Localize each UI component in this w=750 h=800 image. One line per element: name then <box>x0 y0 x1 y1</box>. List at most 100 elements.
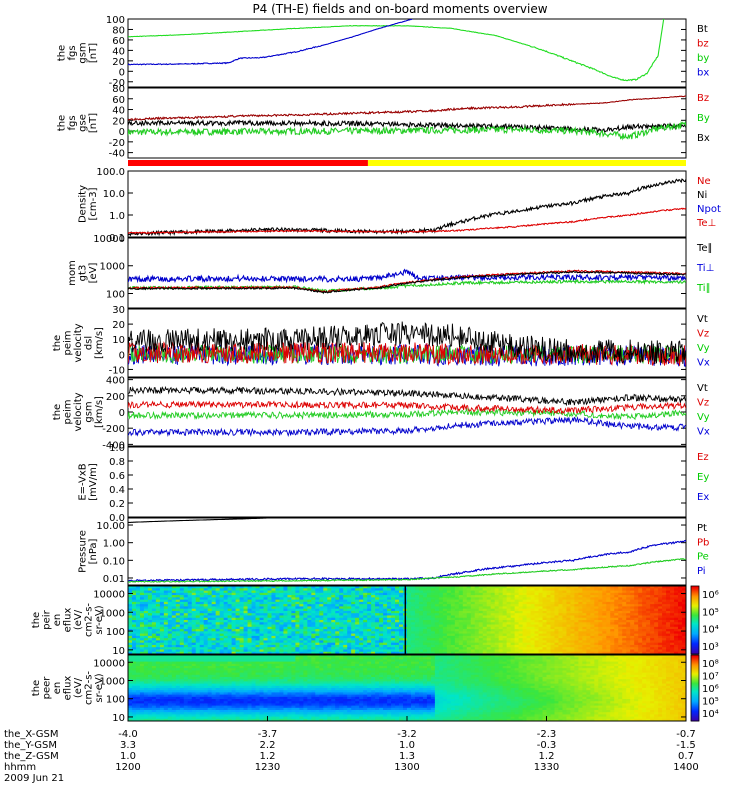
x-row-value: 1330 <box>534 762 559 773</box>
y-axis-label-line: E=-VxB <box>78 463 89 500</box>
spectrogram-peir_en_eflux <box>128 586 686 654</box>
legend-Ey: Ey <box>697 472 709 483</box>
x-row-value: 2.2 <box>260 740 276 751</box>
legend-Pb: Pb <box>697 537 709 548</box>
y-axis-label: thepeireneflux(eV/cm2-s-sr-eV) <box>31 603 105 637</box>
y-tick-label: 20 <box>112 116 125 127</box>
y-axis-label-line: fgs <box>67 115 78 130</box>
legend-Vx: Vx <box>697 358 710 369</box>
x-row-value: 1300 <box>394 762 419 773</box>
legend-Vy: Vy <box>697 343 710 354</box>
y-axis-label: thefgsgse[nT] <box>57 113 100 133</box>
y-axis-label-line: [cm-3] <box>88 187 99 220</box>
y-axis-label-line: eflux <box>63 676 74 701</box>
y-tick-label: 0.4 <box>109 485 125 496</box>
y-axis-label-line: peir <box>42 609 53 629</box>
legend-bx: bx <box>697 68 709 79</box>
y-tick-label: 0 <box>119 67 125 78</box>
y-axis-label-line: sr-eV) <box>94 673 105 702</box>
legend-Ne: Ne <box>697 176 711 187</box>
panel-frame <box>127 446 687 518</box>
series-peim_velocity_dsl-Vt <box>128 321 686 365</box>
colorbar-peir_en_eflux <box>690 585 700 655</box>
panel-frame <box>127 18 687 88</box>
series-density-Ni <box>128 178 686 237</box>
legend-Pt: Pt <box>697 523 707 534</box>
y-axis-label-line: gt3 <box>78 265 89 282</box>
y-tick-label: 40 <box>112 106 125 117</box>
y-axis-label-line: gsm <box>84 401 95 422</box>
panel-peir_en_eflux: 10⁶ 10⁵ 10⁴ 10³ 10000 1000 100 10 thepeireneflux… <box>31 585 719 657</box>
series-fgs_gsm-by <box>128 19 665 82</box>
y-tick-label: 20 <box>112 320 125 331</box>
y-axis-label-line: the <box>57 115 68 131</box>
series-peim_velocity_dsl-Vz <box>128 341 686 366</box>
y-tick-label: 1000 <box>100 676 125 687</box>
legend-Bx: Bx <box>697 133 710 144</box>
y-tick-label: 100 <box>106 627 125 638</box>
y-axis-label-line: peim <box>63 399 74 424</box>
y-tick-label: -40 <box>109 149 125 160</box>
colorbar-frame <box>690 585 700 655</box>
y-axis-label-line: [km/s] <box>94 396 105 428</box>
y-axis-label-line: [nT] <box>88 113 99 133</box>
legend-Ex: Ex <box>697 492 709 503</box>
y-axis-label-line: eflux <box>63 608 74 633</box>
x-row-value: -4.0 <box>118 729 138 740</box>
y-tick-label: 0.1 <box>109 233 125 244</box>
y-axis-label-line: peer <box>42 676 53 700</box>
y-axis-label-line: [km/s] <box>94 327 105 359</box>
y-tick-label: 0.2 <box>109 499 125 510</box>
x-row-value: -3.2 <box>397 729 417 740</box>
panel-frame <box>127 585 687 655</box>
y-tick-label: -20 <box>109 138 125 149</box>
x-row-value: -2.3 <box>537 729 557 740</box>
legend-Vy: Vy <box>697 412 710 423</box>
x-row-value: 1.0 <box>120 751 136 762</box>
legend-Ti⊥: Ti⊥ <box>696 263 714 274</box>
y-tick-label: 0.10 <box>103 556 125 567</box>
legend-Bt: Bt <box>697 24 708 35</box>
y-tick-label: 10.0 <box>103 189 125 200</box>
y-axis-label-line: [nT] <box>88 43 99 63</box>
legend-by: by <box>697 53 709 64</box>
y-tick-label: 0 <box>119 408 125 419</box>
legend-Vz: Vz <box>697 329 709 340</box>
y-tick-label: -200 <box>102 424 125 435</box>
panel-frame <box>127 87 687 159</box>
panel-frame <box>127 517 687 586</box>
x-row-value: 1400 <box>673 762 698 773</box>
x-row-value: -1.5 <box>676 740 696 751</box>
y-axis-label: thepeimvelocitygsm[km/s] <box>52 392 105 431</box>
y-axis-label-line: (eV/ <box>73 609 84 630</box>
panel-frame <box>127 308 687 378</box>
legend-Pi: Pi <box>697 566 706 577</box>
y-axis-label-line: Pressure <box>78 530 89 573</box>
x-axis-table: the_X-GSM -4.0 -3.7 -3.2 -2.3 -0.7 the_Y-GSM 3.… <box>4 716 699 784</box>
y-axis-label: thepeimvelocitydsl[km/s] <box>52 323 105 362</box>
y-axis-label-line: cm2-s- <box>84 671 95 705</box>
y-axis-label-line: fgs <box>67 45 78 60</box>
y-tick-label: 0.8 <box>109 457 125 468</box>
colorbar-tick: 10⁴ <box>702 625 719 636</box>
series-pressure-Pi <box>128 539 686 583</box>
y-tick-label: 80 <box>112 25 125 36</box>
y-axis-label: thefgsgsm[nT] <box>57 42 100 63</box>
legend-Vz: Vz <box>697 398 709 409</box>
y-tick-label: -20 <box>109 78 125 89</box>
series-density-Ne <box>128 207 686 235</box>
y-tick-label: -400 <box>102 440 125 451</box>
y-tick-label: 10000 <box>93 234 125 245</box>
y-axis-label-line: mom <box>67 260 78 286</box>
y-axis-label-line: sr-eV) <box>94 605 105 634</box>
x-row-value: 0.7 <box>678 751 694 762</box>
y-tick-label: 1.0 <box>109 211 125 222</box>
series-fgs_gse-By <box>128 121 686 141</box>
legend-Te⊥: Te⊥ <box>696 218 716 229</box>
x-axis-date: 2009 Jun 21 <box>4 773 64 784</box>
y-tick-label: 40 <box>112 46 125 57</box>
colorbar-tick: 10⁷ <box>702 672 719 683</box>
